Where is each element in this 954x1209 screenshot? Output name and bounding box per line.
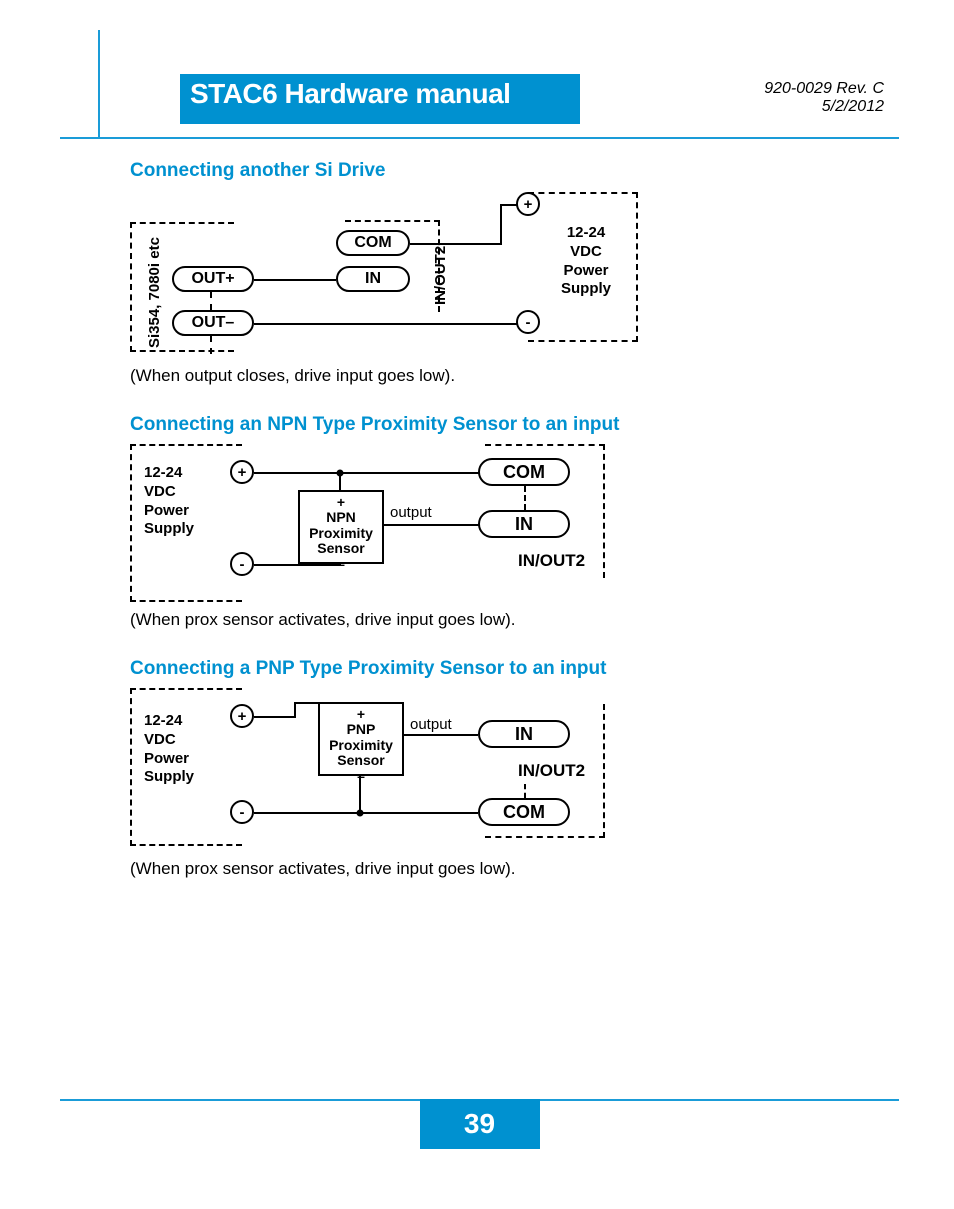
wire-p1c (294, 702, 359, 704)
pnp-plus: + (357, 706, 365, 722)
supply3-l1: 12-24 (144, 712, 182, 729)
npn-l3: Sensor (317, 540, 364, 556)
supply1-l1: 12-24 (567, 224, 605, 241)
diagram-si-drive: Si354, 7080i etc OUT+ OUT– IN/OUT2 COM I… (130, 190, 650, 360)
section2-caption: (When prox sensor activates, drive input… (130, 610, 884, 630)
supply-label-3: 12-24 VDC Power Supply (144, 712, 214, 787)
diagram-pnp: 12-24 VDC Power Supply + - + PNP Proximi… (130, 688, 630, 853)
page-number: 39 (420, 1099, 540, 1149)
node-minus-3: - (230, 800, 254, 824)
page: STAC6 Hardware manual 920-0029 Rev. C 5/… (0, 0, 954, 1209)
pnp-l3: Sensor (337, 752, 384, 768)
node-com-2: COM (478, 458, 570, 486)
wire-p1b (294, 702, 296, 718)
content: Connecting another Si Drive Si354, 7080i… (130, 160, 884, 907)
wire-com-up-v (500, 204, 502, 245)
pnp-l2: Proximity (329, 737, 393, 753)
section3-heading: Connecting a PNP Type Proximity Sensor t… (130, 658, 884, 680)
pnp-type: PNP (347, 721, 376, 737)
node-minus-2: - (230, 552, 254, 576)
supply-label-2: 12-24 VDC Power Supply (144, 464, 214, 539)
wire-n2 (339, 472, 341, 491)
stub-n1 (524, 486, 526, 510)
supply2-l4: Supply (144, 520, 194, 537)
header-rule (60, 137, 899, 139)
npn-l2: Proximity (309, 525, 373, 541)
wire-p2 (359, 776, 361, 813)
npn-output-label: output (390, 504, 432, 523)
wire-com-up (410, 243, 500, 245)
node-out-minus: OUT– (172, 310, 254, 336)
inout2-label: IN/OUT2 (432, 246, 449, 305)
node-in-1: IN (336, 266, 410, 292)
npn-plus: + (337, 494, 345, 510)
wire-n3 (254, 564, 341, 566)
si-box-label: Si354, 7080i etc (146, 237, 163, 348)
supply2-l2: VDC (144, 483, 176, 500)
supply3-l2: VDC (144, 731, 176, 748)
section1-heading: Connecting another Si Drive (130, 160, 884, 182)
node-plus-2: + (230, 460, 254, 484)
node-com-1: COM (336, 230, 410, 256)
si-stub2 (210, 336, 212, 354)
npn-type: NPN (326, 509, 356, 525)
pnp-output-label: output (410, 716, 452, 735)
wire-outplus-in (254, 279, 336, 281)
page-header: STAC6 Hardware manual 920-0029 Rev. C 5/… (0, 30, 954, 140)
doc-date: 5/2/2012 (764, 98, 884, 116)
dot-p1 (357, 810, 364, 817)
wire-n3b (339, 563, 341, 566)
manual-title: STAC6 Hardware manual (190, 78, 510, 110)
node-in-2: IN (478, 510, 570, 538)
wire-p3 (254, 812, 478, 814)
inout2-label-2: IN/OUT2 (518, 550, 585, 571)
inout2-label-3: IN/OUT2 (518, 760, 585, 781)
node-plus-3: + (230, 704, 254, 728)
doc-number: 920-0029 Rev. C (764, 80, 884, 98)
supply3-l3: Power (144, 750, 189, 767)
si-stub1 (210, 292, 212, 310)
node-in-3: IN (478, 720, 570, 748)
wire-n1 (254, 472, 480, 474)
section3-caption: (When prox sensor activates, drive input… (130, 859, 884, 879)
npn-sensor: + NPN Proximity Sensor – (298, 490, 384, 564)
section1-caption: (When output closes, drive input goes lo… (130, 366, 884, 386)
wire-p4 (404, 734, 478, 736)
supply1-l3: Power (563, 262, 608, 279)
supply2-l3: Power (144, 502, 189, 519)
supply-label-1: 12-24 VDC Power Supply (546, 224, 626, 299)
stub-p1 (524, 784, 526, 798)
supply2-l1: 12-24 (144, 464, 182, 481)
supply3-l4: Supply (144, 768, 194, 785)
wire-outminus (254, 323, 518, 325)
doc-meta: 920-0029 Rev. C 5/2/2012 (764, 80, 884, 116)
wire-p1 (254, 716, 296, 718)
section2-heading: Connecting an NPN Type Proximity Sensor … (130, 414, 884, 436)
supply1-l2: VDC (570, 243, 602, 260)
supply1-l4: Supply (561, 280, 611, 297)
pnp-sensor: + PNP Proximity Sensor – (318, 702, 404, 776)
diagram-npn: 12-24 VDC Power Supply + - + NPN Proximi… (130, 444, 630, 604)
page-footer: 39 (60, 1099, 899, 1149)
wire-n4 (384, 524, 480, 526)
node-com-3: COM (478, 798, 570, 826)
node-out-plus: OUT+ (172, 266, 254, 292)
